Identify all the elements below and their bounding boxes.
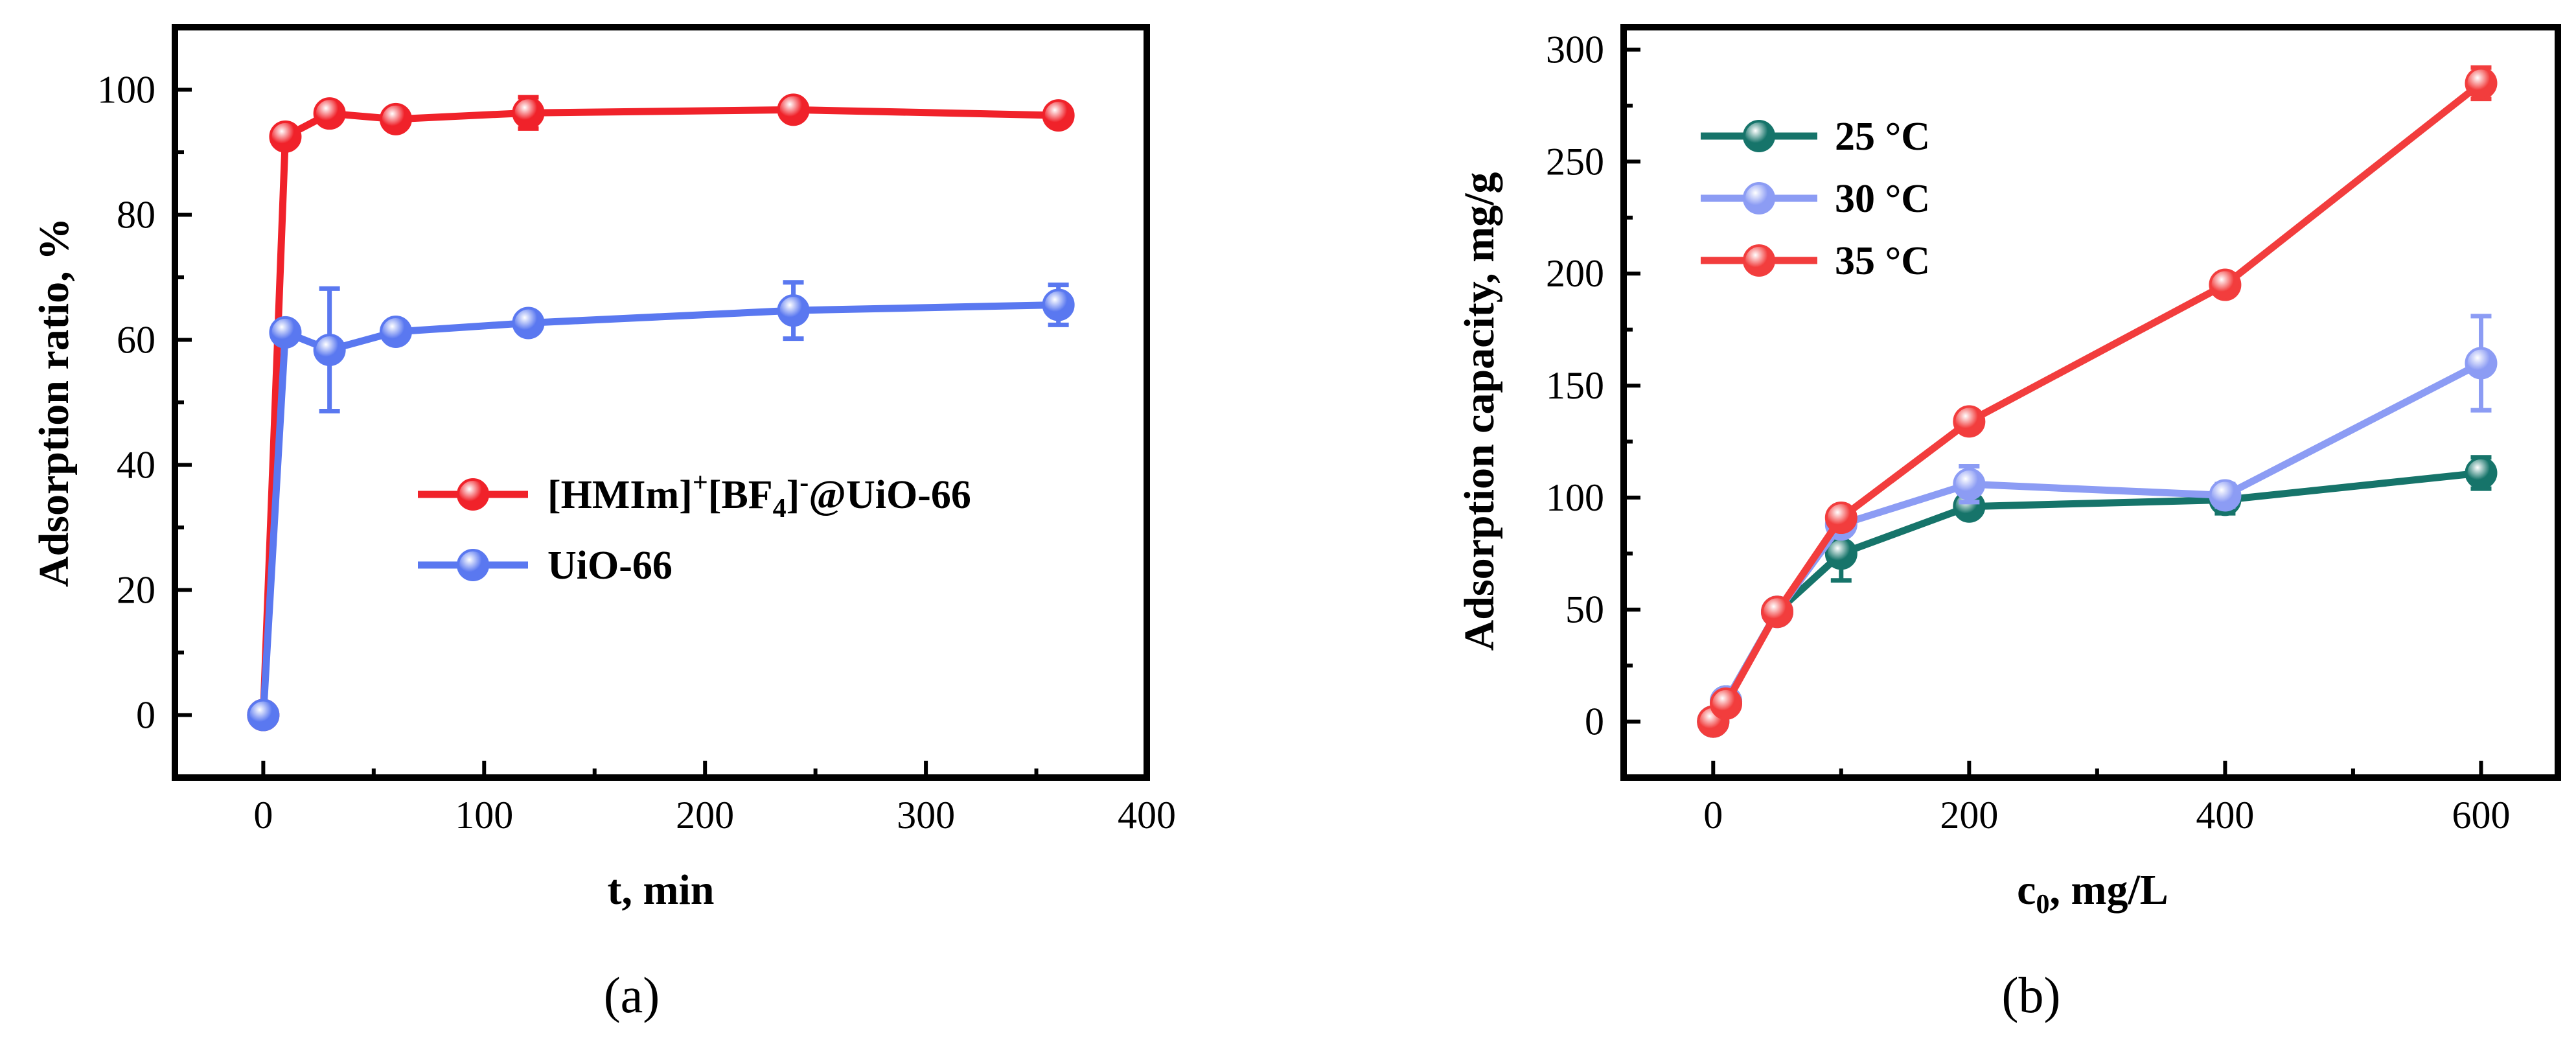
series-line [259, 106, 1059, 715]
data-point [1761, 595, 1794, 629]
data-point [269, 316, 302, 349]
axis-ticks-a: 0 100 200 300 400 0 20 40 60 80 100 [97, 69, 1176, 837]
data-point [1953, 405, 1986, 438]
y-tick-label: 100 [97, 69, 155, 111]
legend-label: 25 °C [1835, 115, 1930, 159]
data-point [2465, 456, 2498, 489]
x-tick-label: 0 [253, 794, 273, 837]
y-tick-label: 20 [117, 569, 155, 612]
data-point [379, 315, 412, 348]
data-point [777, 294, 810, 327]
series-b-0 [1697, 455, 2498, 738]
x-tick-label: 300 [897, 794, 955, 837]
data-point [2209, 268, 2242, 301]
series-b-1 [1697, 314, 2498, 738]
legend-label: UiO-66 [547, 544, 673, 588]
data-point [2209, 479, 2242, 512]
legend-a: [HMIm]+[BF4]-@UiO-66 UiO-66 [418, 468, 971, 588]
series-line [1710, 80, 2483, 724]
series-a-1 [247, 280, 1075, 732]
x-tick-label: 200 [1940, 794, 1998, 837]
y-axis-title-b: Adsorption capacity, mg/g [1456, 172, 1503, 651]
legend-label-part: UiO-66 [547, 544, 673, 588]
legend-label-part: [HMIm] [547, 473, 693, 517]
data-point [777, 93, 810, 126]
y-tick-label: 40 [117, 444, 155, 487]
x-tick-label: 600 [2452, 794, 2510, 837]
legend-label-part: - [799, 468, 809, 498]
x-axis-title-b-sub: 0 [2036, 890, 2049, 919]
data-point [1824, 502, 1857, 535]
series-group-a [247, 93, 1075, 732]
data-point [247, 699, 280, 732]
legend-label-part: + [693, 468, 708, 498]
legend-swatch-marker [457, 549, 489, 581]
x-tick-label: 0 [1703, 794, 1723, 837]
legend-label-part: 4 [773, 494, 787, 524]
data-point [379, 102, 412, 135]
series-a-0 [247, 93, 1075, 732]
legend-swatch-marker [1743, 120, 1775, 152]
plot-frame-a [172, 24, 1150, 781]
y-tick-label: 50 [1565, 588, 1604, 631]
y-axis-title-a: Adsorption ratio, % [30, 218, 78, 587]
legend-swatch-marker [1743, 182, 1775, 214]
legend-swatch-marker [1743, 244, 1775, 277]
x-tick-label: 100 [455, 794, 513, 837]
panel-label-b: (b) [2002, 967, 2061, 1023]
x-axis-title-b-tail: , mg/L [2049, 866, 2168, 914]
y-tick-label: 0 [1585, 700, 1604, 743]
data-point [313, 333, 346, 366]
legend-label-part: [BF [708, 473, 773, 517]
x-tick-label: 200 [676, 794, 734, 837]
y-tick-label: 250 [1546, 140, 1604, 183]
y-tick-label: 100 [1546, 476, 1604, 519]
x-tick-label: 400 [2196, 794, 2254, 837]
legend-label-part: ] [787, 473, 800, 517]
legend-item-a-0: [HMIm]+[BF4]-@UiO-66 [418, 468, 971, 524]
y-tick-label: 200 [1546, 252, 1604, 295]
data-point [512, 306, 545, 340]
panel-label-a: (a) [604, 967, 660, 1023]
series-group-b [1697, 65, 2498, 738]
data-point [1042, 288, 1075, 321]
y-tick-label: 300 [1546, 29, 1604, 71]
y-tick-label: 0 [136, 694, 155, 737]
data-point [1953, 468, 1986, 501]
y-tick-label: 80 [117, 194, 155, 237]
x-tick-label: 400 [1118, 794, 1176, 837]
legend-label: [HMIm]+[BF4]-@UiO-66 [547, 468, 971, 524]
data-point [313, 97, 346, 130]
x-axis-title-b: c0, mg/L [2017, 866, 2168, 919]
legend-b: 25 °C 30 °C 35 °C [1701, 115, 1930, 283]
data-point [2465, 347, 2498, 380]
data-point [1710, 687, 1743, 720]
y-tick-label: 150 [1546, 364, 1604, 407]
x-axis-title-b-main: c [2017, 866, 2036, 914]
legend-item-b-1: 30 °C [1701, 177, 1930, 221]
data-point [1042, 99, 1075, 132]
chart-panel-a: 0 100 200 300 400 0 20 40 60 80 100 [HMIm]+[BF4]-@… [30, 24, 1176, 1023]
series-b-2 [1697, 65, 2498, 738]
chart-panel-b: 0 200 400 600 0 50 100 150 200 250 300 25 °C 30 °C 3… [1456, 24, 2561, 1023]
y-tick-label: 60 [117, 319, 155, 362]
data-point [269, 120, 302, 153]
legend-label: 35 °C [1835, 239, 1930, 283]
legend-item-a-1: UiO-66 [418, 544, 673, 588]
data-point [2465, 67, 2498, 100]
legend-item-b-2: 35 °C [1701, 239, 1930, 283]
legend-swatch-marker [457, 478, 489, 511]
legend-label: 30 °C [1835, 177, 1930, 221]
legend-label-part: @UiO-66 [809, 473, 971, 517]
legend-item-b-0: 25 °C [1701, 115, 1930, 159]
data-point [512, 97, 545, 130]
x-axis-title-a: t, min [608, 866, 715, 914]
plot-frame-b [1620, 24, 2561, 781]
axis-ticks-b: 0 200 400 600 0 50 100 150 200 250 300 [1546, 29, 2510, 837]
